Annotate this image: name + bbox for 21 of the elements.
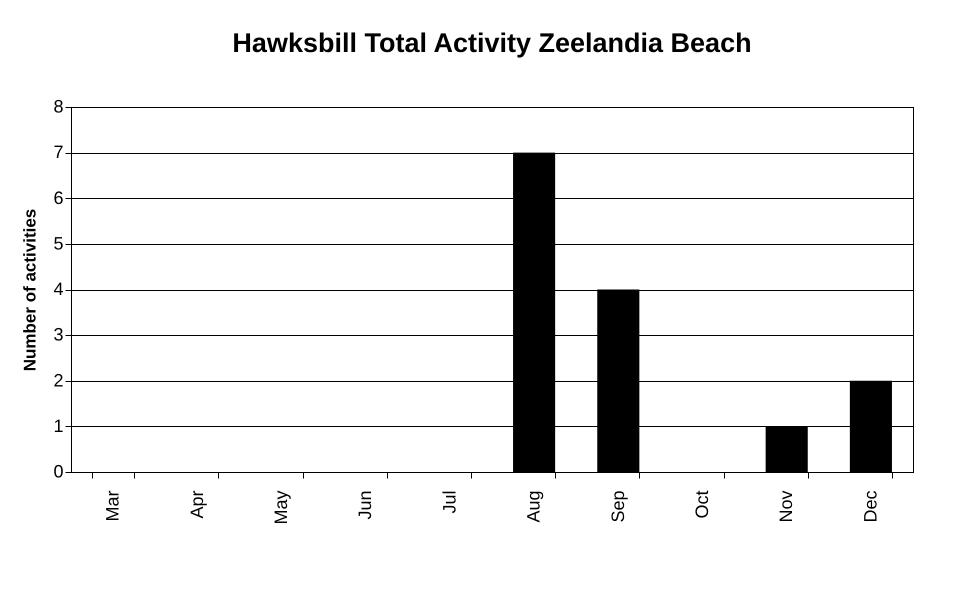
x-tick-label: Dec: [860, 490, 880, 523]
x-tick-label: Oct: [692, 490, 712, 519]
x-tick-label: Sep: [608, 490, 628, 523]
y-tick-label: 3: [53, 324, 64, 345]
x-tick-label: Apr: [186, 490, 207, 519]
y-tick-label: 5: [53, 233, 64, 254]
y-tick-label: 7: [53, 142, 64, 162]
y-tick-label: 2: [53, 370, 64, 390]
x-tick-label: Mar: [102, 490, 123, 522]
y-tick-label: 0: [53, 462, 64, 482]
y-axis-title: Number of activities: [20, 208, 40, 372]
y-tick-label: 1: [53, 416, 64, 436]
chart-title: Hawksbill Total Activity Zeelandia Beach: [232, 28, 752, 58]
x-tick-label: Jun: [355, 490, 376, 520]
x-tick-label: Nov: [776, 490, 796, 523]
x-tick-label: May: [271, 490, 291, 525]
y-tick-label: 4: [53, 279, 64, 299]
x-tick-label: Jul: [439, 490, 460, 514]
y-tick-label: 6: [53, 188, 64, 208]
y-tick-label: 8: [53, 96, 64, 116]
x-tick-label: Aug: [524, 490, 544, 523]
